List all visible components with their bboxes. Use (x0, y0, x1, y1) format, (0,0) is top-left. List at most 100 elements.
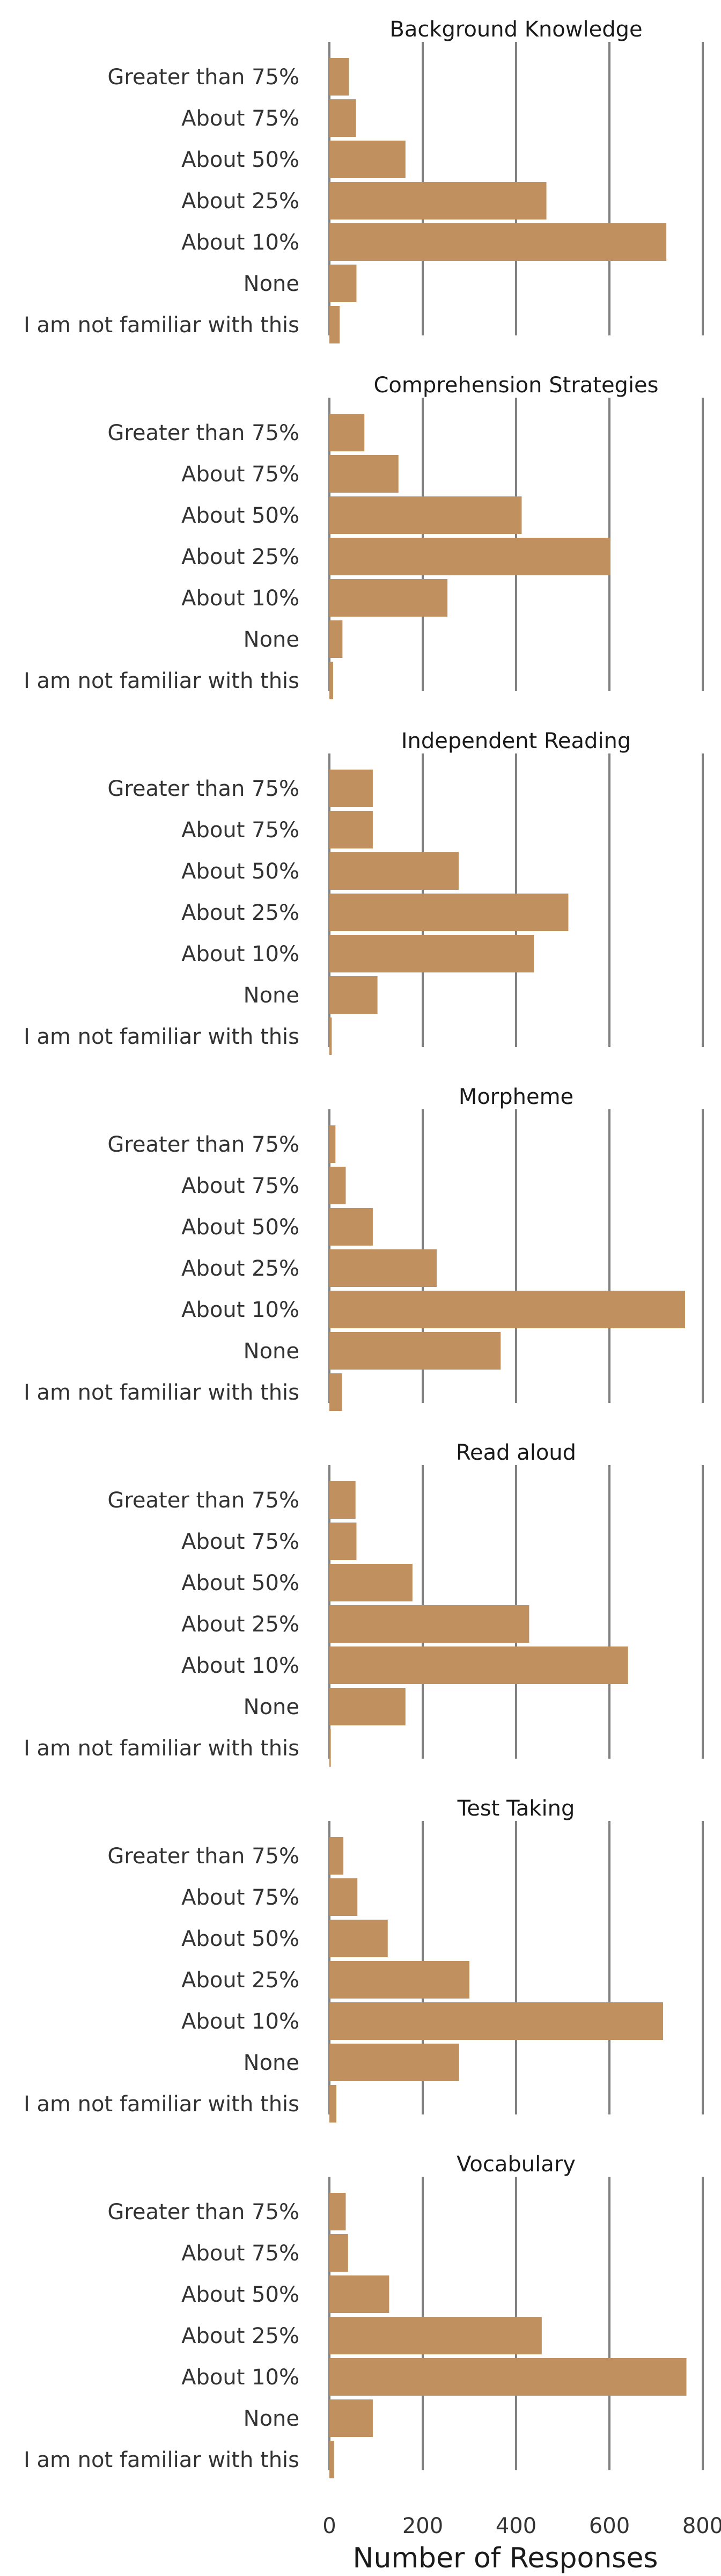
bar (329, 1332, 501, 1370)
bar (329, 2399, 373, 2437)
category-label: None (244, 2051, 299, 2075)
panel-title: Independent Reading (401, 729, 631, 753)
bar (329, 306, 340, 343)
bar (329, 770, 373, 807)
x-tick-label: 600 (589, 2514, 630, 2538)
category-label: About 10% (181, 230, 299, 255)
category-label: About 10% (181, 1653, 299, 1678)
category-label: None (244, 2406, 299, 2431)
category-label: About 50% (181, 859, 299, 884)
bar (329, 2358, 687, 2396)
category-label: About 25% (181, 189, 299, 214)
category-label: About 50% (181, 503, 299, 528)
panel: Test Taking Greater than 75% About 75% Abou… (24, 1796, 704, 2123)
bar (329, 1249, 437, 1287)
panel: Morpheme Greater than 75% About 75% About 5… (24, 1085, 704, 1411)
category-label: About 10% (181, 2009, 299, 2034)
bar (329, 2002, 664, 2040)
category-label: I am not familiar with this (24, 2092, 299, 2117)
panel-title: Background Knowledge (389, 17, 642, 42)
bar (329, 620, 343, 658)
bar (329, 1837, 344, 1875)
panel: Independent Reading Greater than 75% About… (24, 729, 704, 1055)
bar (329, 223, 667, 261)
category-label: Greater than 75% (107, 2200, 299, 2224)
bar (329, 2085, 337, 2123)
x-axis-title: Number of Responses (353, 2542, 658, 2574)
panel: Comprehension Strategies Greater than 75%… (24, 373, 704, 699)
bar (329, 265, 357, 302)
category-label: About 10% (181, 586, 299, 611)
bar (329, 662, 333, 699)
panel-title: Test Taking (457, 1796, 575, 1821)
bar (329, 414, 365, 451)
bar (329, 2441, 334, 2478)
bar (329, 182, 547, 219)
category-label: About 75% (181, 818, 299, 843)
x-tick-label: 200 (402, 2514, 443, 2538)
x-tick-label: 0 (322, 2514, 336, 2538)
category-label: About 25% (181, 1612, 299, 1637)
bar (329, 579, 448, 617)
bar (329, 1018, 332, 1055)
bar (329, 1729, 331, 1767)
bar (329, 496, 522, 534)
panel: Background Knowledge Greater than 75% Abou… (24, 17, 704, 343)
category-label: None (244, 1339, 299, 1364)
category-label: About 25% (181, 1256, 299, 1281)
x-tick-label: 400 (496, 2514, 536, 2538)
category-label: About 75% (181, 1529, 299, 1554)
bar (329, 1605, 529, 1643)
category-label: About 25% (181, 545, 299, 569)
bar (329, 1373, 342, 1411)
category-label: About 75% (181, 1174, 299, 1198)
bar (329, 1646, 628, 1684)
x-tick-label: 800 (682, 2514, 721, 2538)
category-label: I am not familiar with this (24, 1380, 299, 1405)
bar (329, 2193, 346, 2230)
category-label: Greater than 75% (107, 777, 299, 801)
category-label: About 50% (181, 1927, 299, 1951)
bar (329, 99, 356, 137)
bar (329, 2044, 459, 2081)
bar (329, 894, 569, 931)
category-label: About 50% (181, 148, 299, 172)
bar (329, 2275, 389, 2313)
bar (329, 58, 349, 96)
category-label: About 25% (181, 1968, 299, 1993)
category-label: I am not familiar with this (24, 2448, 299, 2472)
bar (329, 455, 399, 493)
bar (329, 1523, 357, 1560)
bar (329, 976, 378, 1014)
category-label: About 75% (181, 106, 299, 131)
category-label: About 10% (181, 942, 299, 967)
panel-title: Morpheme (459, 1085, 573, 1109)
bar (329, 1564, 413, 1601)
bar (329, 1878, 358, 1916)
panel-title: Comprehension Strategies (373, 373, 658, 398)
category-label: Greater than 75% (107, 421, 299, 445)
bar (329, 811, 373, 848)
category-label: I am not familiar with this (24, 1024, 299, 1049)
panel: Vocabulary Greater than 75% About 75% About… (24, 2152, 704, 2478)
category-label: About 75% (181, 1885, 299, 1910)
category-label: About 50% (181, 1571, 299, 1596)
category-label: About 25% (181, 2324, 299, 2348)
category-label: None (244, 983, 299, 1008)
panel: Read aloud Greater than 75% About 75% About… (24, 1440, 704, 1767)
x-axis: 0 200 400 600 800 (322, 2514, 721, 2538)
chart-panels: Background Knowledge Greater than 75% Abou… (24, 17, 704, 2478)
category-label: Greater than 75% (107, 65, 299, 90)
category-label: About 50% (181, 2282, 299, 2307)
category-label: About 75% (181, 462, 299, 487)
category-label: I am not familiar with this (24, 313, 299, 338)
bar (329, 538, 610, 575)
category-label: About 75% (181, 2241, 299, 2266)
bar (329, 935, 534, 972)
category-label: Greater than 75% (107, 1132, 299, 1157)
bar (329, 852, 459, 890)
bar (329, 141, 406, 178)
category-label: Greater than 75% (107, 1488, 299, 1513)
category-label: None (244, 1695, 299, 1719)
